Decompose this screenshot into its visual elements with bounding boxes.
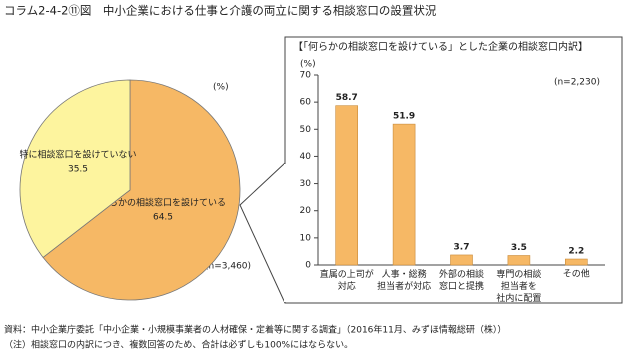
callout (239, 162, 286, 304)
slice-value: 35.5 (68, 165, 88, 175)
x-tick-label: その他 (563, 268, 590, 280)
y-tick-label: 70 (300, 71, 312, 81)
y-tick-label: 30 (300, 179, 312, 189)
note: （注）相談窓口の内訳につき、複数回答のため、合計は必ずしも100%にはならない。 (4, 339, 353, 351)
value-label: 51.9 (393, 112, 415, 122)
slice-value: 64.5 (153, 213, 173, 223)
bar-n: (n=2,230) (554, 78, 600, 88)
bar (335, 105, 359, 266)
pie-unit: (%) (213, 83, 229, 93)
x-tick-label: 人事・総務担当者が対応 (377, 268, 431, 292)
x-tick-label: 直属の上司が対応 (320, 268, 374, 292)
y-tick-label: 60 (300, 98, 312, 108)
slice-label: 何らかの相談窓口を設けている (100, 197, 226, 209)
note: 資料：中小企業庁委託「中小企業・小規模事業者の人材確保・定着等に関する調査」（2… (4, 324, 506, 336)
slice-label: 特に相談窓口を設けていない (19, 149, 136, 161)
y-tick-label: 40 (300, 152, 312, 162)
pie-slice (19, 79, 131, 258)
page-title: コラム2-4-2⑪図 中小企業における仕事と介護の両立に関する相談窓口の設置状況 (4, 4, 437, 18)
y-tick-label: 0 (305, 261, 311, 271)
y-tick-label: 20 (300, 206, 312, 216)
bar (392, 123, 416, 266)
bar (450, 254, 473, 266)
value-label: 3.7 (454, 242, 470, 252)
bar (507, 255, 531, 266)
x-tick-label: 専門の相談担当者を社内に配置 (496, 268, 541, 304)
value-label: 58.7 (336, 93, 358, 103)
pie-n: (n=3,460) (205, 262, 251, 272)
x-tick-label: 外部の相談窓口と提携 (439, 268, 484, 292)
bar-title: 【「何らかの相談窓口を設けている」とした企業の相談窓口内訳】 (293, 40, 588, 53)
value-label: 2.2 (568, 247, 584, 257)
y-axis-label: (%) (300, 60, 316, 70)
y-tick-label: 50 (300, 125, 312, 135)
y-tick-label: 10 (300, 233, 312, 243)
pie-slice (42, 79, 241, 301)
bar (564, 258, 588, 266)
value-label: 3.5 (511, 243, 527, 253)
